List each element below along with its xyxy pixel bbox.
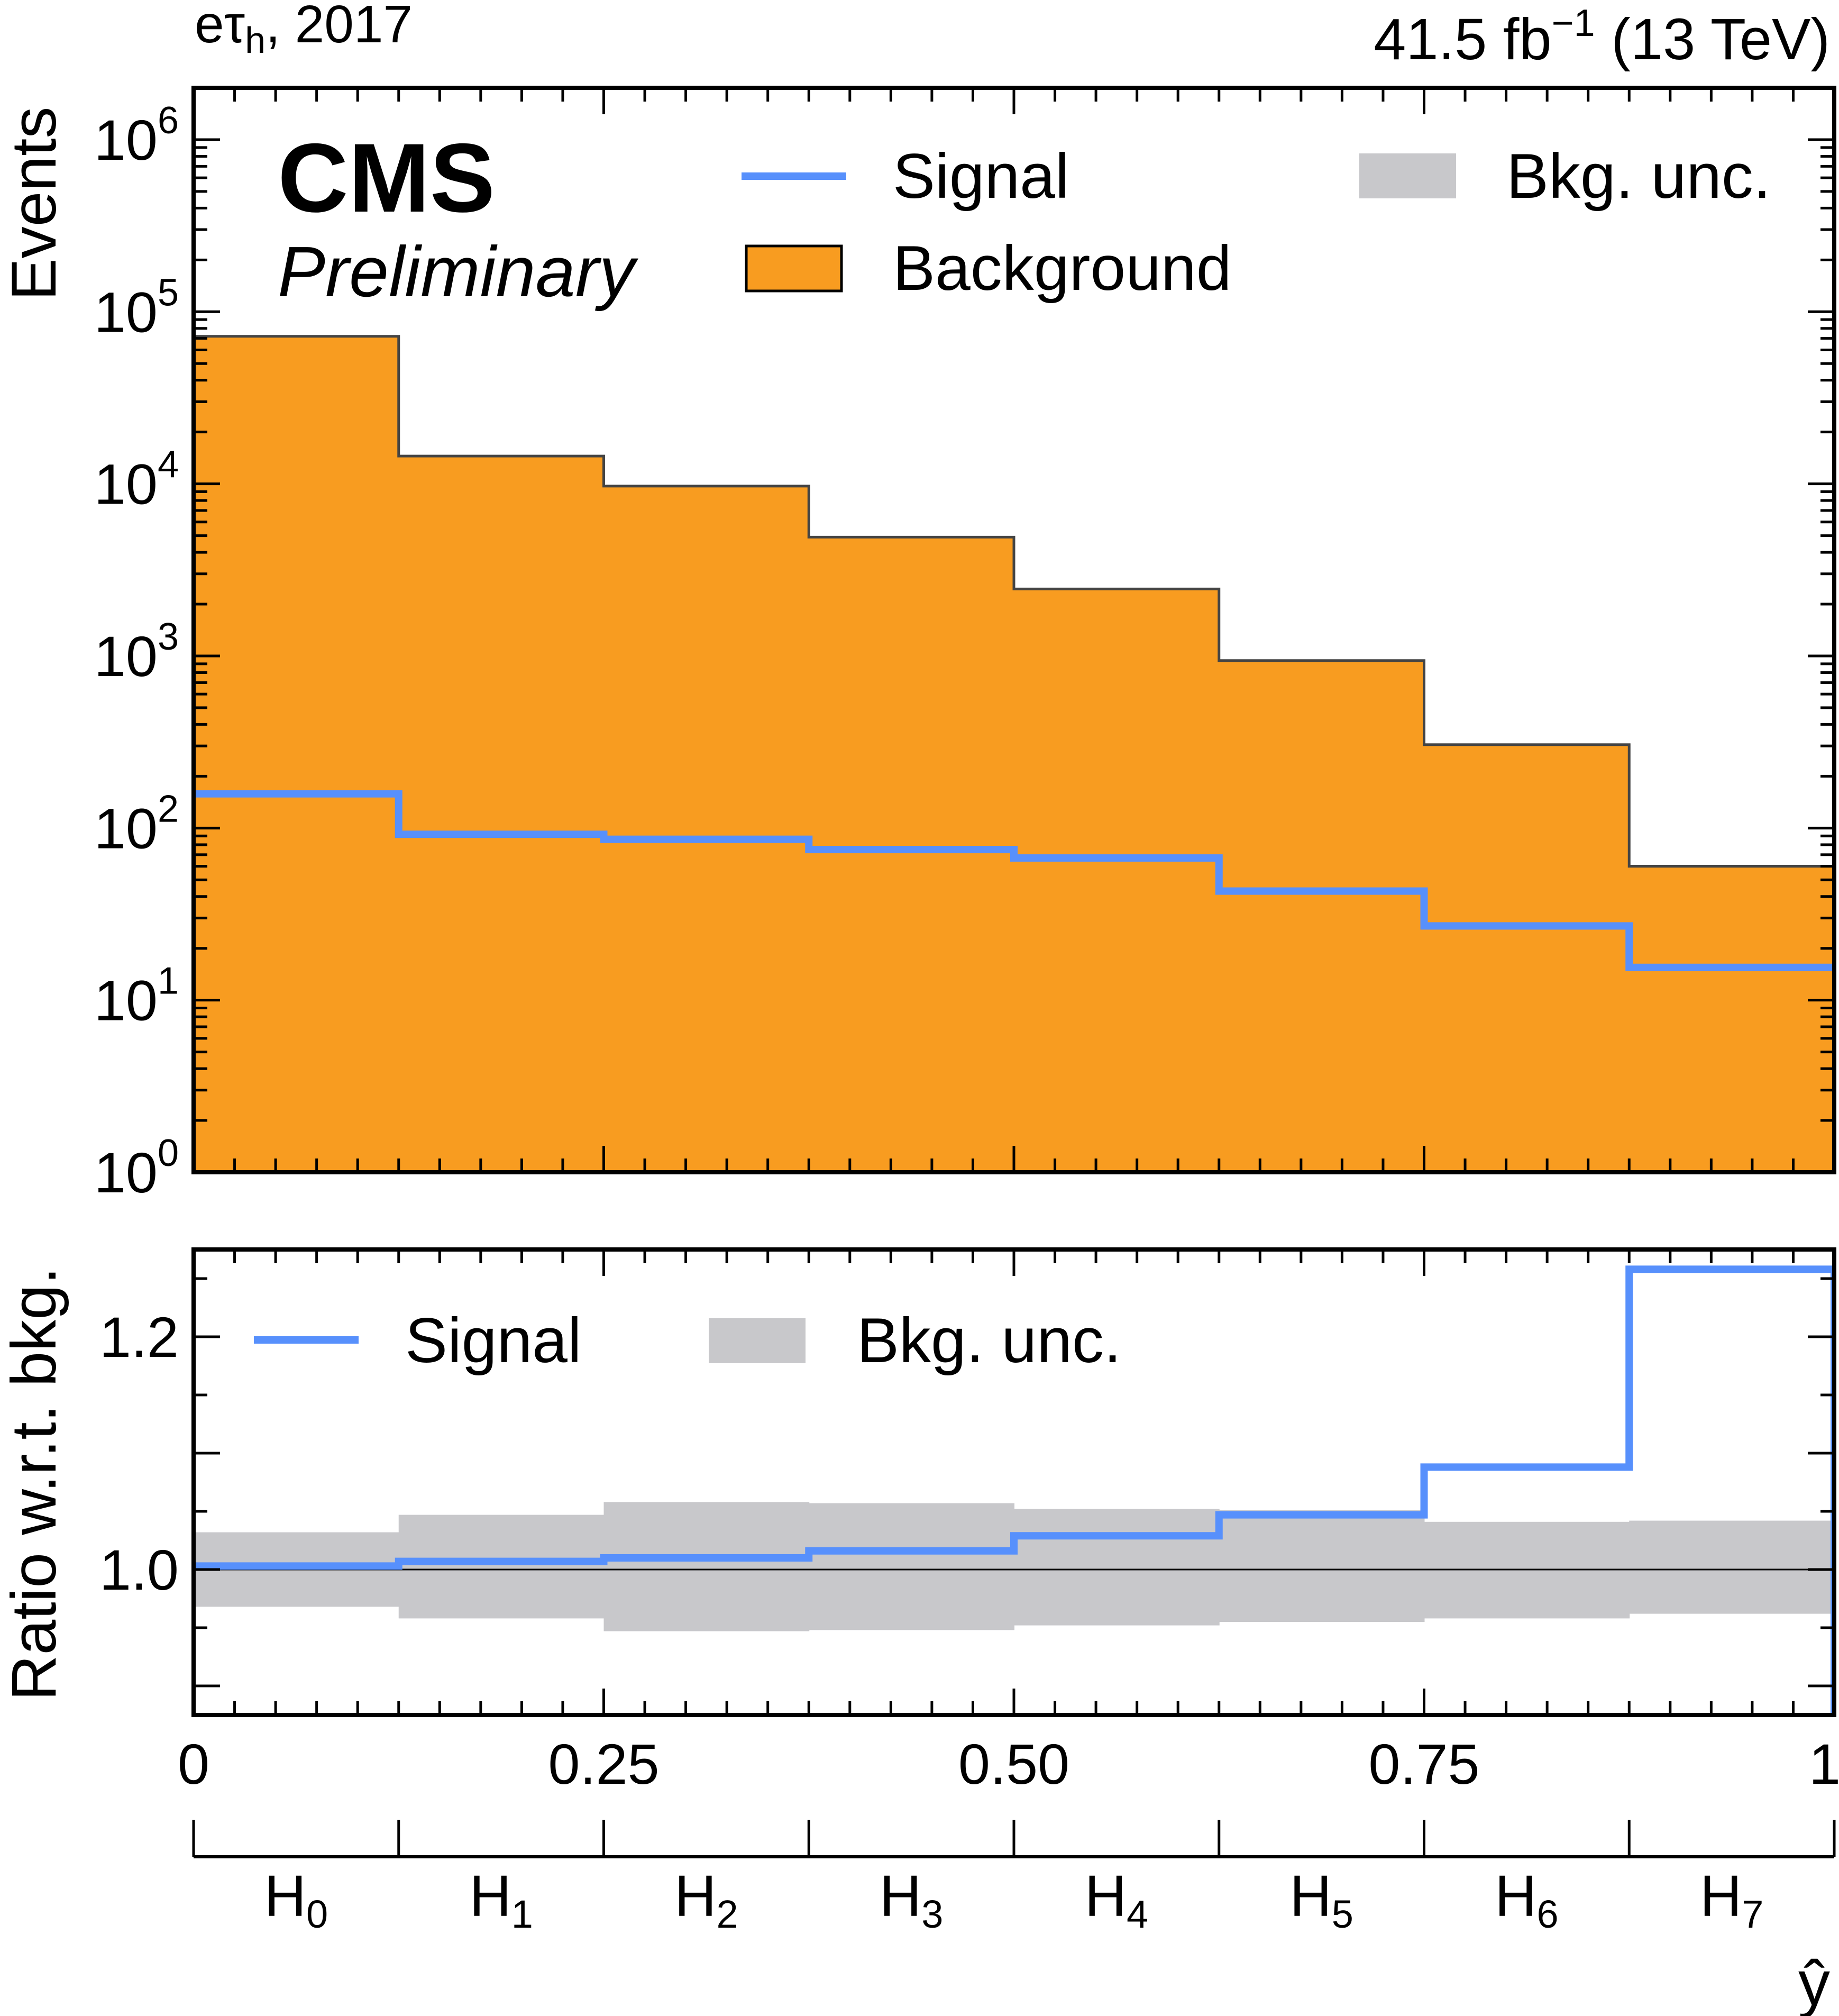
legend-bkg-unc-swatch	[1359, 153, 1456, 198]
preliminary-label: Preliminary	[278, 232, 639, 312]
category-label: H2	[674, 1864, 738, 1936]
legend-bkg-unc-label: Bkg. unc.	[1506, 141, 1771, 212]
main-y-tick-label: 100	[94, 1132, 179, 1205]
category-ticks	[192, 1820, 1836, 1857]
category-axis: H0 H1 H2 H3 H4 H5 H6 H7 ŷ	[192, 1820, 1836, 2016]
category-label: H5	[1289, 1864, 1353, 1936]
background-histogram	[194, 336, 1834, 1172]
channel-label: eτh, 2017	[195, 0, 413, 61]
main-y-tick-label: 101	[94, 960, 179, 1033]
main-y-ticks	[194, 86, 1834, 1174]
ratio-x-ticks	[192, 1249, 1836, 1715]
ratio-legend-bkg-unc-label: Bkg. unc.	[857, 1305, 1121, 1376]
category-label: H1	[469, 1864, 533, 1936]
main-y-tick-label: 102	[94, 788, 179, 860]
category-labels: H0 H1 H2 H3 H4 H5 H6 H7	[264, 1864, 1764, 1936]
legend-signal-label: Signal	[893, 141, 1069, 212]
category-label: H7	[1700, 1864, 1764, 1936]
bkg-unc-bin	[1629, 1520, 1834, 1614]
signal-histogram	[194, 790, 1834, 971]
ratio-legend: Signal Bkg. unc.	[254, 1305, 1121, 1376]
main-x-ticks	[192, 88, 1836, 1172]
signal-ratio-histogram	[194, 1265, 1834, 1715]
category-label: H3	[880, 1864, 944, 1936]
bkg-unc-bin	[1219, 1510, 1425, 1622]
ratio-frame	[191, 1247, 1836, 1717]
bkg-unc-bin	[398, 1515, 605, 1619]
category-label: H4	[1085, 1864, 1149, 1936]
ratio-y-ticks	[194, 1277, 1834, 1687]
main-y-tick-label: 106	[94, 99, 179, 172]
ratio-legend-signal-label: Signal	[405, 1305, 582, 1376]
ratio-y-tick-label: 1.2	[99, 1305, 179, 1369]
ratio-y-axis-label: Ratio w.r.t. bkg.	[0, 1267, 69, 1701]
ratio-x-tick-label: 0.75	[1368, 1732, 1479, 1796]
main-y-tick-label: 105	[94, 271, 179, 344]
ratio-x-tick-label: 0	[178, 1732, 209, 1796]
bkg-unc-bin	[1014, 1509, 1220, 1626]
ratio-y-tick-labels: 1.0 1.2	[99, 1305, 179, 1602]
category-label: H0	[264, 1864, 328, 1936]
bkg-unc-bin	[809, 1503, 1014, 1630]
ratio-legend-bkg-unc-swatch	[709, 1318, 806, 1363]
main-frame	[191, 86, 1836, 1174]
bkg-unc-bin	[603, 1502, 810, 1631]
ratio-x-tick-label: 1	[1809, 1732, 1839, 1796]
ratio-x-tick-label: 0.50	[958, 1732, 1069, 1796]
ratio-x-tick-label: 0.25	[548, 1732, 659, 1796]
ratio-panel: 1.01.2 Ratio w.r.t. bkg. 0 0.25 0.50 0.75 1 …	[0, 1247, 1839, 1796]
category-label: H6	[1495, 1864, 1559, 1936]
cms-label: CMS	[278, 124, 495, 233]
main-y-tick-label: 103	[94, 616, 179, 688]
main-y-tick-label: 104	[94, 444, 179, 516]
legend-background-label: Background	[893, 233, 1231, 304]
background-outline	[194, 335, 1834, 868]
main-y-tick-labels: 100 101 102 103 104 105 106	[94, 99, 179, 1205]
bkg-uncertainty-band	[194, 1502, 1834, 1631]
luminosity-label: 41.5 fb−1 (13 TeV)	[1374, 2, 1830, 72]
ratio-x-tick-labels: 0 0.25 0.50 0.75 1	[178, 1732, 1839, 1796]
legend-background-swatch	[745, 244, 843, 293]
category-axis-label: ŷ	[1798, 1948, 1830, 2016]
ratio-y-tick-label: 1.0	[99, 1538, 179, 1602]
main-panel: 100 101 102 103 104 105 106 Events CMS Prelimi…	[0, 86, 1836, 1205]
main-legend: Signal Bkg. unc. Background	[742, 141, 1771, 304]
main-y-axis-label: Events	[0, 107, 69, 301]
